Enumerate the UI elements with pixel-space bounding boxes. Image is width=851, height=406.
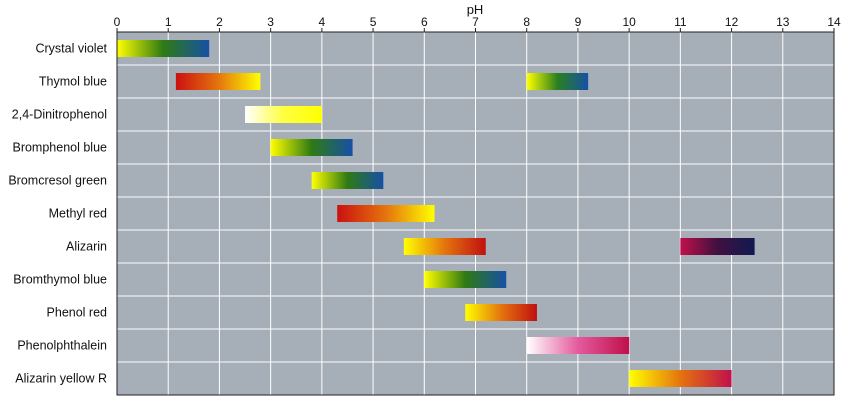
x-tick-label: 10 xyxy=(622,15,636,29)
transition-range-bar xyxy=(629,370,732,387)
transition-range-bar xyxy=(526,337,630,354)
grid-lines xyxy=(117,32,834,395)
transition-range-bar xyxy=(680,238,755,255)
x-tick-label: 12 xyxy=(725,15,739,29)
indicator-label: Alizarin xyxy=(66,240,107,254)
x-tick-label: 0 xyxy=(114,15,121,29)
indicator-label: Thymol blue xyxy=(39,75,107,89)
indicator-label: Alizarin yellow R xyxy=(15,372,107,386)
x-tick-label: 7 xyxy=(472,15,479,29)
x-tick-label: 2 xyxy=(216,15,223,29)
indicator-label: Bromthymol blue xyxy=(13,273,107,287)
transition-range-bar xyxy=(337,205,435,222)
x-tick-label: 9 xyxy=(575,15,582,29)
indicator-label: Bromcresol green xyxy=(8,174,107,188)
indicator-label: Crystal violet xyxy=(35,42,107,56)
x-tick-label: 14 xyxy=(827,15,841,29)
indicator-label: Phenolphthalein xyxy=(17,339,107,353)
plot-frame xyxy=(116,31,835,396)
indicator-label: Phenol red xyxy=(47,306,108,320)
transition-bars xyxy=(117,40,755,387)
x-tick-label: 3 xyxy=(267,15,274,29)
x-axis-ticks: 0 1 2 3 4 5 6 7 8 9 10 11 12 13 14 xyxy=(114,15,841,32)
transition-range-bar xyxy=(245,106,322,123)
transition-range-bar xyxy=(526,73,589,90)
x-tick-label: 5 xyxy=(370,15,377,29)
x-axis-title: pH xyxy=(467,2,484,17)
indicator-label: Bromphenol blue xyxy=(12,141,107,155)
transition-range-bar xyxy=(465,304,537,321)
indicator-label: Methyl red xyxy=(49,207,107,221)
x-tick-label: 11 xyxy=(674,15,687,29)
x-tick-label: 13 xyxy=(776,15,790,29)
transition-range-bar xyxy=(311,172,384,189)
x-tick-label: 6 xyxy=(421,15,428,29)
indicator-label: 2,4-Dinitrophenol xyxy=(12,108,107,122)
x-tick-label: 1 xyxy=(165,15,172,29)
transition-range-bar xyxy=(424,271,507,288)
transition-range-bar xyxy=(175,73,261,90)
indicator-labels: Crystal violet Thymol blue 2,4-Dinitrophen… xyxy=(8,42,107,386)
x-tick-label: 4 xyxy=(319,15,326,29)
transition-range-bar xyxy=(403,238,486,255)
transition-range-bar xyxy=(270,139,353,156)
transition-range-bar xyxy=(117,40,210,57)
x-tick-label: 8 xyxy=(523,15,530,29)
